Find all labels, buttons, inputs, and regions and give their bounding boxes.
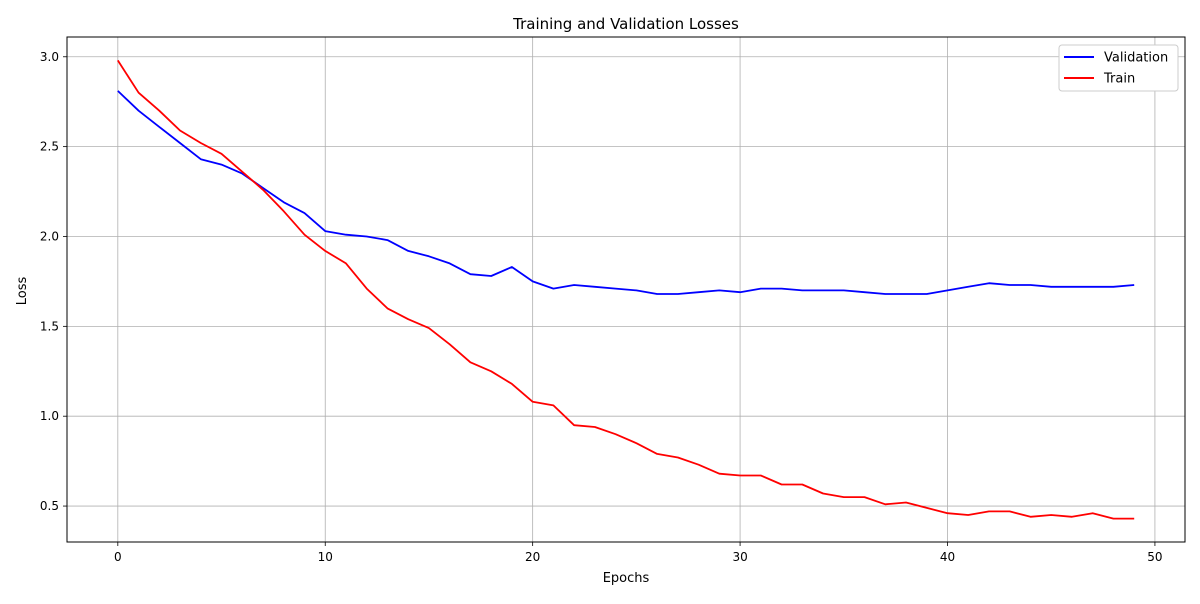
x-tick-label: 10 [318,550,333,564]
legend: Validation Train [1058,44,1179,92]
y-tick-label: 2.5 [40,140,59,154]
y-tick-label: 3.0 [40,50,59,64]
y-tick-label: 2.0 [40,229,59,243]
legend-train-label: Train [1103,72,1135,87]
series-group [117,59,1135,520]
chart-title: Training and Validation Losses [512,15,739,33]
train-loss-line [117,59,1135,520]
legend-validation-label: Validation [1104,51,1168,66]
x-tick-label: 30 [732,550,747,564]
y-tick-label: 1.0 [40,409,59,423]
y-axis-label: Loss [15,277,30,306]
x-tick-label: 0 [114,550,122,564]
y-tick-label: 1.5 [40,319,59,333]
axis-ticks: 0 10 20 30 40 50 0.5 1.0 1.5 2.0 2.5 3.0 [40,50,1163,564]
plot-frame [66,36,1186,543]
x-axis-label: Epochs [603,571,650,586]
x-tick-label: 50 [1147,550,1162,564]
y-tick-label: 0.5 [40,499,59,513]
x-tick-label: 40 [940,550,955,564]
x-tick-label: 20 [525,550,540,564]
validation-loss-line [117,90,1135,295]
